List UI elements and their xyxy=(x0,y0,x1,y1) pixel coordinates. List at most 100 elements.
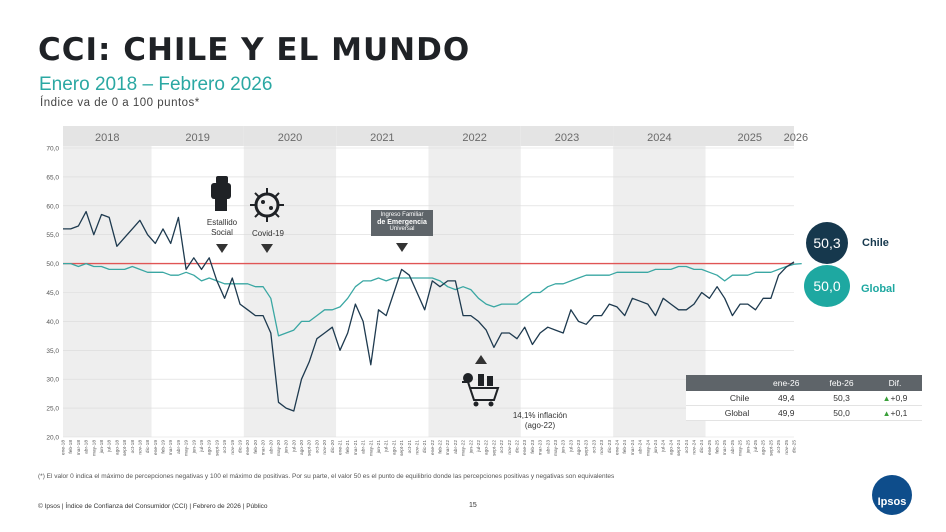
x-tick-label: oct-24 xyxy=(684,440,690,454)
year-band xyxy=(428,126,521,437)
x-tick-label: dic-20 xyxy=(330,440,336,453)
x-tick-label: jun-25 xyxy=(745,440,751,455)
table-header xyxy=(686,375,758,391)
x-tick-label: may-23 xyxy=(553,440,559,456)
cart-icon-shape xyxy=(463,373,473,383)
x-tick-label: nov-20 xyxy=(322,440,328,455)
year-label: 2022 xyxy=(462,132,486,144)
x-tick-label: mar-20 xyxy=(261,440,267,456)
x-tick-label: may-24 xyxy=(645,440,651,456)
x-tick-label: abr-25 xyxy=(730,440,736,454)
ife-line-2: de Emergencia xyxy=(377,219,427,226)
year-band xyxy=(63,126,152,437)
up-arrow-icon: ▲ xyxy=(882,394,891,403)
x-tick-label: abr-24 xyxy=(638,440,644,454)
x-tick-label: oct-23 xyxy=(591,440,597,454)
x-tick-label: sept-24 xyxy=(676,440,682,456)
year-header xyxy=(705,126,794,146)
x-tick-label: nov-23 xyxy=(599,440,605,455)
chile-value: 50,3 xyxy=(813,235,841,251)
x-tick-label: oct-19 xyxy=(222,440,228,454)
x-tick-label: jun-20 xyxy=(284,440,290,455)
x-tick-label: feb-25 xyxy=(715,440,721,454)
x-tick-label: sept-25 xyxy=(768,440,774,456)
x-tick-label: ene-22 xyxy=(430,440,436,455)
x-tick-label: jul-24 xyxy=(661,440,667,453)
fist-icon-shape xyxy=(211,183,231,199)
table-header: ene-26 xyxy=(757,375,816,391)
fist-icon-shape xyxy=(216,176,228,184)
x-tick-label: ago-24 xyxy=(668,440,674,455)
x-tick-label: sept-23 xyxy=(584,440,590,456)
x-tick-label: nov-24 xyxy=(691,440,697,455)
x-tick-label: nov-18 xyxy=(137,440,143,455)
y-tick-label: 50,0 xyxy=(46,261,59,268)
x-tick-label: jun-22 xyxy=(468,440,474,455)
x-tick-label: jul-23 xyxy=(568,440,574,453)
footer: © Ipsos | Índice de Confianza del Consum… xyxy=(38,503,268,510)
x-tick-label: jul-22 xyxy=(476,440,482,453)
x-tick-label: ago-20 xyxy=(299,440,305,455)
x-tick-label: mar-19 xyxy=(168,440,174,456)
y-tick-label: 55,0 xyxy=(46,232,59,239)
x-tick-label: sept-21 xyxy=(399,440,405,456)
year-label: 2020 xyxy=(278,132,302,144)
x-tick-label: abr-18 xyxy=(84,440,90,454)
fist-icon xyxy=(211,176,231,211)
global-value: 50,0 xyxy=(813,278,841,294)
x-tick-label: jun-23 xyxy=(561,440,567,455)
x-tick-label: dic-24 xyxy=(699,440,705,453)
x-tick-label: nov-19 xyxy=(230,440,236,455)
x-tick-label: sept-20 xyxy=(307,440,313,456)
year-label: 2024 xyxy=(647,132,671,144)
x-tick-label: abr-21 xyxy=(361,440,367,454)
x-tick-label: ene-25 xyxy=(707,440,713,455)
x-tick-label: may-19 xyxy=(184,440,190,456)
year-label: 2021 xyxy=(370,132,394,144)
x-tick-label: feb-22 xyxy=(438,440,444,454)
x-tick-label: dic-18 xyxy=(145,440,151,453)
table-row: Global 49,9 50,0 ▲+0,1 xyxy=(686,405,922,421)
x-tick-label: feb-24 xyxy=(622,440,628,454)
x-tick-label: abr-22 xyxy=(453,440,459,454)
page-subtitle: Enero 2018 – Febrero 2026 xyxy=(39,74,273,95)
x-tick-label: jun-21 xyxy=(376,440,382,455)
table-cell: ▲+0,1 xyxy=(867,405,922,421)
virus-icon-shape xyxy=(274,212,280,218)
year-band xyxy=(520,126,614,437)
x-tick-label: oct-22 xyxy=(499,440,505,454)
virus-icon-shape xyxy=(254,192,260,198)
x-tick-label: feb-23 xyxy=(530,440,536,454)
inflacion-line-2: (ago-22) xyxy=(524,421,556,430)
y-tick-label: 65,0 xyxy=(46,174,59,181)
year-header xyxy=(428,126,521,146)
x-tick-label: jul-19 xyxy=(199,440,205,453)
inflacion-label: 14,1% inflación (ago-22) xyxy=(500,411,580,431)
page-number: 15 xyxy=(469,502,477,509)
x-tick-label: ene-20 xyxy=(245,440,251,455)
virus-icon-shape xyxy=(269,206,273,210)
dif-value: +0,1 xyxy=(890,408,908,418)
table-header: Dif. xyxy=(867,375,922,391)
inflacion-marker xyxy=(475,355,487,364)
year-band xyxy=(151,126,244,437)
x-tick-label: nov-25 xyxy=(784,440,790,455)
x-tick-label: feb-21 xyxy=(345,440,351,454)
x-tick-label: feb-18 xyxy=(68,440,74,454)
up-arrow-icon: ▲ xyxy=(882,409,891,418)
x-tick-label: dic-23 xyxy=(607,440,613,453)
table-cell: ▲+0,9 xyxy=(867,391,922,406)
x-tick-label: mar-23 xyxy=(538,440,544,456)
virus-icon xyxy=(250,188,284,222)
table-cell: 50,0 xyxy=(815,405,868,421)
x-tick-label: ago-18 xyxy=(114,440,120,455)
inflacion-line-1: 14,1% inflación xyxy=(512,411,568,420)
table-cell: Chile xyxy=(686,391,758,406)
estallido-marker xyxy=(216,244,228,253)
table-header: feb-26 xyxy=(815,375,868,391)
x-tick-label: abr-23 xyxy=(545,440,551,454)
x-tick-label: jul-25 xyxy=(753,440,759,453)
x-tick-label: ene-24 xyxy=(615,440,621,455)
year-header xyxy=(243,126,337,146)
x-tick-label: feb-20 xyxy=(253,440,259,454)
